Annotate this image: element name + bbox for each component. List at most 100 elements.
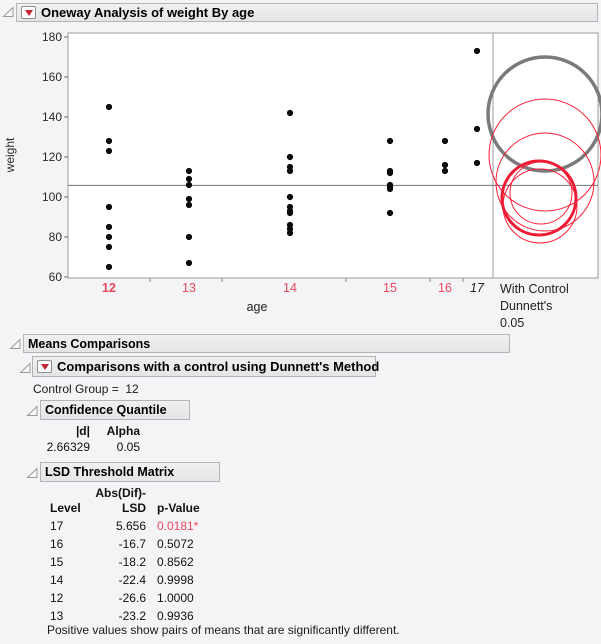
data-point[interactable] bbox=[286, 167, 294, 175]
data-point[interactable] bbox=[441, 167, 449, 175]
confidence-quantile-table: |d| Alpha 2.66329 0.05 bbox=[0, 423, 140, 455]
disclosure-triangle-icon[interactable] bbox=[2, 5, 15, 18]
data-point[interactable] bbox=[105, 103, 113, 111]
lsd-matrix-title: LSD Threshold Matrix bbox=[45, 465, 175, 479]
comparison-circle-17[interactable] bbox=[486, 55, 601, 173]
x-axis-title: age bbox=[247, 300, 268, 314]
circles-legend-line: 0.05 bbox=[500, 316, 524, 330]
confidence-quantile-title: Confidence Quantile bbox=[45, 403, 167, 417]
red-triangle-menu-button[interactable] bbox=[21, 6, 36, 19]
lsd-p-value: 0.9998 bbox=[157, 573, 194, 587]
comparison-circle-12[interactable] bbox=[500, 159, 578, 237]
y-axis-title: weight bbox=[3, 137, 17, 173]
y-tick-label: 80 bbox=[49, 230, 63, 244]
lsd-p-value: 0.8562 bbox=[157, 555, 194, 569]
data-point[interactable] bbox=[386, 185, 394, 193]
x-category-label-14[interactable]: 14 bbox=[283, 281, 297, 295]
lsd-level: 14 bbox=[50, 573, 64, 587]
comparison-circle-15[interactable] bbox=[495, 132, 595, 232]
data-point[interactable] bbox=[185, 167, 193, 175]
data-point[interactable] bbox=[185, 201, 193, 209]
data-point[interactable] bbox=[185, 259, 193, 267]
lsd-level: 17 bbox=[50, 519, 64, 533]
data-point[interactable] bbox=[105, 203, 113, 211]
lsd-col-lsd: LSD bbox=[122, 501, 146, 515]
data-point[interactable] bbox=[473, 47, 481, 55]
oneway-scatter-plot[interactable]: 60 80 100 120 140 160 180 weight 12 13 14 15 16 17 age… bbox=[0, 0, 601, 333]
data-point[interactable] bbox=[386, 209, 394, 217]
x-category-label-17[interactable]: 17 bbox=[470, 281, 485, 295]
lsd-col-level: Level bbox=[50, 501, 81, 515]
data-point[interactable] bbox=[286, 109, 294, 117]
red-triangle-menu-button[interactable] bbox=[37, 360, 52, 373]
data-point[interactable] bbox=[105, 137, 113, 145]
y-tick-label: 180 bbox=[42, 30, 62, 44]
lsd-level: 15 bbox=[50, 555, 64, 569]
y-tick-label: 60 bbox=[49, 270, 63, 284]
cq-col-d: |d| bbox=[75, 424, 90, 438]
disclosure-triangle-icon[interactable] bbox=[26, 466, 39, 479]
dunnett-header[interactable]: Comparisons with a control using Dunnett… bbox=[32, 356, 380, 377]
y-tick-label: 120 bbox=[42, 150, 62, 164]
means-comparisons-title: Means Comparisons bbox=[28, 336, 151, 351]
lsd-header-absdif: Abs(Dif)- bbox=[95, 485, 146, 500]
lsd-matrix-header[interactable]: LSD Threshold Matrix bbox=[40, 462, 220, 482]
lsd-p-value: 0.0181* bbox=[157, 519, 199, 533]
data-point[interactable] bbox=[441, 161, 449, 169]
lsd-level: 12 bbox=[50, 591, 64, 605]
lsd-col-pvalue: p-Value bbox=[157, 501, 200, 515]
data-point[interactable] bbox=[105, 147, 113, 155]
y-tick-label: 140 bbox=[42, 110, 62, 124]
plot-frame bbox=[67, 32, 599, 279]
data-point[interactable] bbox=[105, 263, 113, 271]
data-point[interactable] bbox=[386, 137, 394, 145]
red-triangle-icon bbox=[24, 9, 33, 16]
data-point[interactable] bbox=[386, 169, 394, 177]
lsd-row: 15 -18.2 0.8562 bbox=[50, 553, 237, 571]
disclosure-triangle-icon[interactable] bbox=[26, 404, 39, 417]
x-category-label-16[interactable]: 16 bbox=[438, 281, 452, 295]
lsd-p-value: 1.0000 bbox=[157, 591, 194, 605]
circles-legend-line: Dunnett's bbox=[500, 299, 552, 313]
lsd-row: 13 -23.2 0.9936 bbox=[50, 607, 237, 625]
lsd-footnote: Positive values show pairs of means that… bbox=[47, 623, 400, 637]
data-point[interactable] bbox=[286, 209, 294, 217]
lsd-absdif-value: -22.4 bbox=[118, 573, 146, 587]
lsd-level: 16 bbox=[50, 537, 64, 551]
lsd-row: 14 -22.4 0.9998 bbox=[50, 571, 237, 589]
lsd-absdif-value: -16.7 bbox=[118, 537, 146, 551]
data-point[interactable] bbox=[185, 181, 193, 189]
cq-col-alpha: Alpha bbox=[106, 424, 140, 438]
confidence-quantile-header[interactable]: Confidence Quantile bbox=[40, 400, 190, 420]
data-point[interactable] bbox=[473, 125, 481, 133]
data-point[interactable] bbox=[105, 243, 113, 251]
oneway-analysis-title: Oneway Analysis of weight By age bbox=[41, 5, 255, 20]
lsd-p-value: 0.5072 bbox=[157, 537, 194, 551]
data-point[interactable] bbox=[185, 195, 193, 203]
lsd-absdif-value: -23.2 bbox=[118, 609, 146, 623]
dunnett-title: Comparisons with a control using Dunnett… bbox=[57, 359, 380, 374]
data-point[interactable] bbox=[105, 233, 113, 241]
data-point[interactable] bbox=[286, 229, 294, 237]
data-point[interactable] bbox=[286, 193, 294, 201]
data-point[interactable] bbox=[286, 153, 294, 161]
cq-value-d: 2.66329 bbox=[46, 440, 90, 454]
oneway-analysis-header[interactable]: Oneway Analysis of weight By age bbox=[16, 3, 598, 22]
comparison-circle-16[interactable] bbox=[488, 98, 601, 212]
data-point[interactable] bbox=[185, 175, 193, 183]
cq-value-alpha: 0.05 bbox=[116, 440, 140, 454]
x-category-label-15[interactable]: 15 bbox=[383, 281, 397, 295]
circles-legend-line: With Control bbox=[500, 282, 569, 296]
disclosure-triangle-icon[interactable] bbox=[9, 337, 22, 350]
data-point[interactable] bbox=[441, 137, 449, 145]
y-tick-label: 100 bbox=[42, 190, 62, 204]
data-point[interactable] bbox=[473, 159, 481, 167]
x-category-label-13[interactable]: 13 bbox=[182, 281, 196, 295]
data-point[interactable] bbox=[105, 223, 113, 231]
disclosure-triangle-icon[interactable] bbox=[19, 361, 32, 374]
x-category-label-12[interactable]: 12 bbox=[102, 281, 116, 295]
lsd-p-value: 0.9936 bbox=[157, 609, 194, 623]
means-comparisons-header[interactable]: Means Comparisons bbox=[23, 334, 510, 353]
lsd-threshold-table: Abs(Dif)- Level LSD p-Value 17 5.656 0.018… bbox=[50, 486, 237, 625]
data-point[interactable] bbox=[185, 233, 193, 241]
